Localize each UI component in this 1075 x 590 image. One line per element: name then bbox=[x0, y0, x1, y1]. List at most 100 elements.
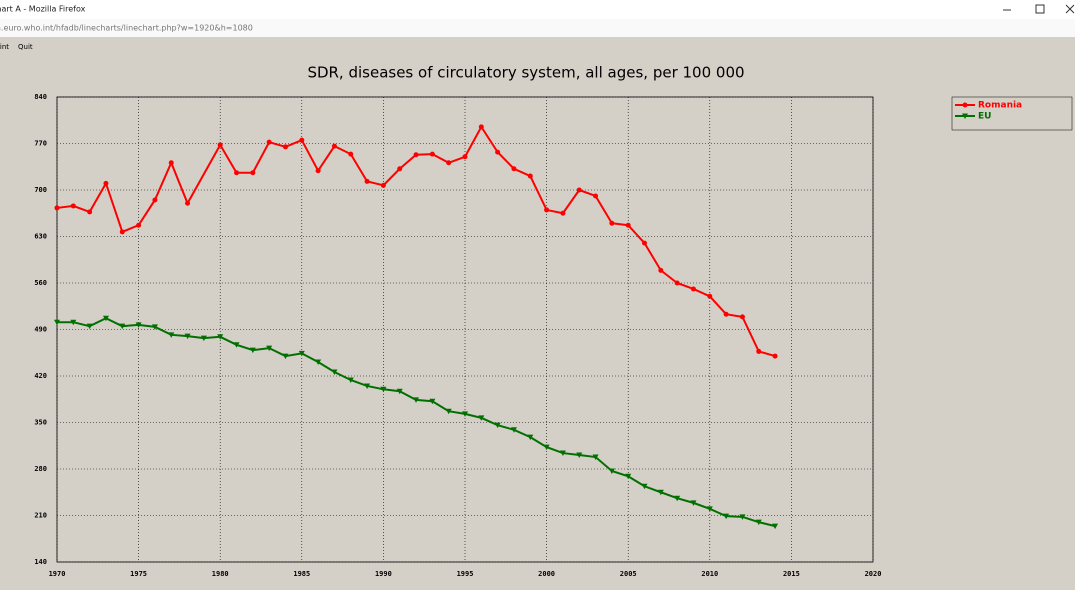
data-point bbox=[136, 222, 142, 228]
data-point bbox=[478, 124, 484, 130]
data-point bbox=[674, 280, 680, 286]
data-point bbox=[446, 160, 452, 166]
y-tick-label: 560 bbox=[34, 279, 47, 287]
data-point bbox=[282, 353, 289, 360]
data-point bbox=[185, 200, 191, 206]
data-point bbox=[380, 386, 387, 393]
data-point bbox=[331, 369, 338, 376]
data-point bbox=[250, 170, 256, 176]
data-point bbox=[723, 311, 729, 317]
data-point bbox=[755, 519, 762, 526]
menu-item[interactable]: Quit bbox=[18, 43, 33, 51]
series-line bbox=[56, 124, 776, 358]
data-point bbox=[233, 342, 240, 348]
data-point bbox=[608, 468, 615, 474]
data-point bbox=[592, 454, 599, 461]
data-point bbox=[299, 137, 305, 143]
x-tick-label: 1995 bbox=[457, 570, 474, 578]
data-point bbox=[54, 319, 60, 326]
y-tick-label: 280 bbox=[34, 465, 47, 473]
maximize-button[interactable] bbox=[1035, 4, 1045, 14]
y-tick-label: 630 bbox=[34, 233, 47, 241]
y-tick-label: 210 bbox=[34, 512, 47, 520]
data-point bbox=[756, 348, 762, 354]
data-point bbox=[576, 187, 582, 193]
y-tick-label: 700 bbox=[34, 186, 47, 194]
data-point bbox=[707, 293, 713, 299]
x-tick-label: 2000 bbox=[538, 570, 555, 578]
data-point bbox=[625, 222, 631, 228]
data-point bbox=[266, 139, 272, 145]
data-point bbox=[413, 152, 419, 158]
data-point bbox=[70, 203, 76, 209]
window-title: chart A - Mozilla Firefox bbox=[0, 5, 86, 14]
data-point bbox=[658, 267, 664, 273]
data-point bbox=[462, 411, 468, 417]
data-point bbox=[347, 377, 354, 383]
legend-label: EU bbox=[978, 112, 991, 122]
data-point bbox=[429, 151, 435, 157]
data-point bbox=[315, 359, 322, 366]
url-bar[interactable] bbox=[0, 19, 1075, 37]
data-point bbox=[510, 427, 517, 433]
data-point bbox=[200, 335, 207, 342]
data-point bbox=[527, 434, 534, 441]
data-point bbox=[445, 408, 452, 415]
data-point bbox=[559, 450, 566, 457]
data-point bbox=[234, 170, 240, 176]
x-tick-label: 1980 bbox=[212, 570, 229, 578]
legend-label: Romania bbox=[978, 101, 1022, 111]
url-text: a.euro.who.int/hfadb/linecharts/linechar… bbox=[0, 24, 253, 33]
data-point bbox=[102, 315, 109, 322]
data-point bbox=[135, 322, 142, 328]
data-point bbox=[739, 314, 745, 320]
x-tick-label: 2015 bbox=[783, 570, 800, 578]
x-tick-label: 1975 bbox=[130, 570, 147, 578]
data-point bbox=[413, 397, 420, 403]
legend-marker bbox=[962, 102, 968, 108]
data-point bbox=[70, 319, 77, 326]
data-point bbox=[527, 173, 533, 179]
menu-item[interactable]: rint bbox=[0, 43, 9, 51]
data-point bbox=[364, 178, 370, 184]
data-point bbox=[87, 209, 93, 215]
data-point bbox=[266, 345, 273, 352]
data-point bbox=[723, 513, 730, 520]
data-point bbox=[152, 197, 158, 203]
data-point bbox=[739, 514, 746, 520]
data-point bbox=[168, 332, 175, 338]
y-tick-label: 140 bbox=[34, 558, 47, 566]
close-button[interactable] bbox=[1065, 4, 1075, 14]
data-point bbox=[641, 483, 648, 490]
data-point bbox=[544, 207, 550, 213]
data-point bbox=[331, 143, 337, 149]
data-point bbox=[396, 388, 403, 395]
data-point bbox=[397, 166, 403, 172]
data-point bbox=[625, 473, 632, 480]
data-point bbox=[217, 142, 223, 148]
x-tick-label: 2005 bbox=[620, 570, 637, 578]
data-point bbox=[690, 286, 696, 292]
chart-title: SDR, diseases of circulatory system, all… bbox=[307, 64, 744, 82]
data-point bbox=[657, 489, 664, 496]
data-point bbox=[429, 398, 436, 405]
y-tick-label: 420 bbox=[34, 372, 47, 380]
title-bar bbox=[0, 0, 1075, 19]
legend bbox=[951, 96, 1073, 131]
data-point bbox=[348, 151, 354, 157]
data-point bbox=[576, 452, 583, 459]
data-point bbox=[462, 154, 468, 160]
window-controls[interactable] bbox=[1003, 4, 1075, 14]
data-point bbox=[298, 350, 305, 357]
y-tick-label: 770 bbox=[34, 140, 47, 148]
data-point bbox=[593, 193, 599, 199]
data-point bbox=[282, 144, 288, 150]
data-point bbox=[249, 347, 256, 354]
x-tick-label: 1970 bbox=[49, 570, 66, 578]
data-point bbox=[772, 353, 778, 359]
data-point bbox=[86, 323, 93, 330]
y-tick-label: 840 bbox=[34, 93, 47, 101]
data-point bbox=[315, 168, 321, 174]
data-point bbox=[609, 220, 615, 226]
data-point bbox=[54, 205, 60, 211]
